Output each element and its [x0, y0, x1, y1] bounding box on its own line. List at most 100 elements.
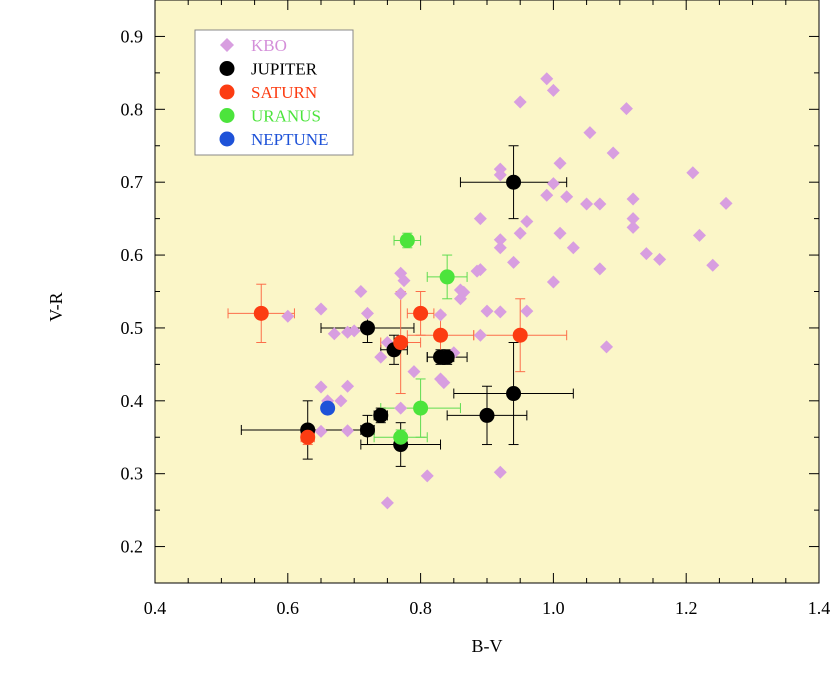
- kbo-point: [394, 287, 408, 301]
- kbo-point: [394, 401, 408, 415]
- kbo-point: [546, 275, 560, 289]
- legend-kbo-marker: [220, 38, 234, 52]
- legend-saturn-label: SATURN: [251, 83, 317, 102]
- kbo-point: [719, 196, 733, 210]
- saturn-point: [253, 305, 269, 321]
- axis-ticks: 0.4 0.6 0.8 1.0 1.2 1.4 0.2 0.3 0.4 0.5 0.6 0.7 0.8 0…: [121, 0, 830, 618]
- jupiter-point: [359, 320, 375, 336]
- x-tick-label: 0.4: [144, 598, 167, 618]
- uranus-point: [413, 400, 429, 416]
- x-tick-label: 0.8: [409, 598, 432, 618]
- kbo-point: [566, 241, 580, 255]
- kbo-point: [546, 177, 560, 191]
- kbo-point: [314, 302, 328, 316]
- uranus-point: [393, 429, 409, 445]
- kbo-point: [626, 220, 640, 234]
- jupiter-point: [439, 349, 455, 365]
- kbo-point: [546, 83, 560, 97]
- kbo-point: [347, 324, 361, 338]
- kbo-point: [434, 308, 448, 322]
- legend-jupiter-label: JUPITER: [251, 60, 318, 79]
- kbo-point: [453, 292, 467, 306]
- saturn-point: [433, 327, 449, 343]
- kbo-point: [639, 247, 653, 261]
- x-tick-label: 1.4: [808, 598, 830, 618]
- saturn-point: [300, 429, 316, 445]
- kbo-point: [583, 126, 597, 140]
- kbo-point: [314, 380, 328, 394]
- kbo-point: [606, 146, 620, 160]
- saturn-point: [393, 335, 409, 351]
- kbo-point: [513, 95, 527, 109]
- kbo-point: [706, 258, 720, 272]
- kbo-point: [580, 197, 594, 211]
- kbo-point: [540, 72, 554, 86]
- kbo-point: [397, 274, 411, 288]
- kbo-point: [553, 156, 567, 170]
- y-tick-label: 0.8: [121, 99, 144, 119]
- x-tick-label: 1.2: [675, 598, 698, 618]
- kbo-point: [341, 379, 355, 393]
- uranus-point: [439, 269, 455, 285]
- jupiter-point: [506, 174, 522, 190]
- kbo-point: [540, 188, 554, 202]
- jupiter-point: [506, 386, 522, 402]
- saturn-point: [413, 305, 429, 321]
- x-tick-label: 0.6: [277, 598, 300, 618]
- y-axis-label: V-R: [46, 292, 66, 321]
- legend-neptune-marker: [219, 131, 235, 147]
- kbo-point: [686, 166, 700, 180]
- uranus-point: [399, 232, 415, 248]
- x-axis-label: B-V: [472, 636, 503, 656]
- kbo-point: [341, 424, 355, 438]
- legend: KBO JUPITER SATURN URANUS NEPTUNE: [194, 29, 354, 156]
- kbo-point: [560, 190, 574, 204]
- y-tick-label: 0.9: [121, 26, 144, 46]
- kbo-point: [380, 496, 394, 510]
- kbo-point: [520, 215, 534, 229]
- kbo-point: [600, 340, 614, 354]
- kbo-point: [473, 212, 487, 226]
- legend-saturn-marker: [219, 84, 235, 100]
- kbo-point: [420, 469, 434, 483]
- kbo-point: [360, 306, 374, 320]
- kbo-point: [493, 168, 507, 182]
- kbo-point: [281, 309, 295, 323]
- kbo-point: [314, 424, 328, 438]
- kbo-point: [513, 226, 527, 240]
- legend-uranus-marker: [219, 108, 235, 123]
- kbo-point: [626, 192, 640, 206]
- kbo-point: [493, 233, 507, 247]
- kbo-point: [593, 262, 607, 276]
- kbo-point: [553, 226, 567, 240]
- kbo-point: [354, 285, 368, 298]
- legend-neptune-label: NEPTUNE: [251, 130, 328, 149]
- y-tick-label: 0.2: [121, 537, 144, 557]
- kbo-point: [470, 264, 484, 278]
- legend-kbo-label: KBO: [251, 36, 287, 55]
- kbo-point: [493, 305, 507, 319]
- kbo-point: [473, 328, 487, 342]
- kbo-point: [493, 465, 507, 479]
- jupiter-point: [359, 422, 375, 438]
- y-tick-label: 0.6: [121, 245, 144, 265]
- kbo-point: [327, 327, 341, 341]
- kbo-point: [593, 197, 607, 211]
- data-points: [253, 72, 733, 510]
- kbo-point: [692, 228, 706, 242]
- saturn-point: [512, 327, 528, 343]
- kbo-point: [374, 350, 388, 364]
- kbo-point: [653, 252, 667, 266]
- y-tick-label: 0.3: [121, 464, 144, 484]
- kbo-point: [619, 102, 633, 116]
- kbo-point: [493, 241, 507, 255]
- legend-uranus-label: URANUS: [251, 107, 321, 126]
- kbo-point: [480, 304, 494, 318]
- kbo-point: [437, 376, 451, 390]
- kbo-point: [626, 212, 640, 226]
- y-tick-label: 0.7: [121, 172, 144, 192]
- kbo-point: [507, 255, 521, 269]
- kbo-point: [334, 394, 348, 408]
- neptune-point: [320, 400, 336, 416]
